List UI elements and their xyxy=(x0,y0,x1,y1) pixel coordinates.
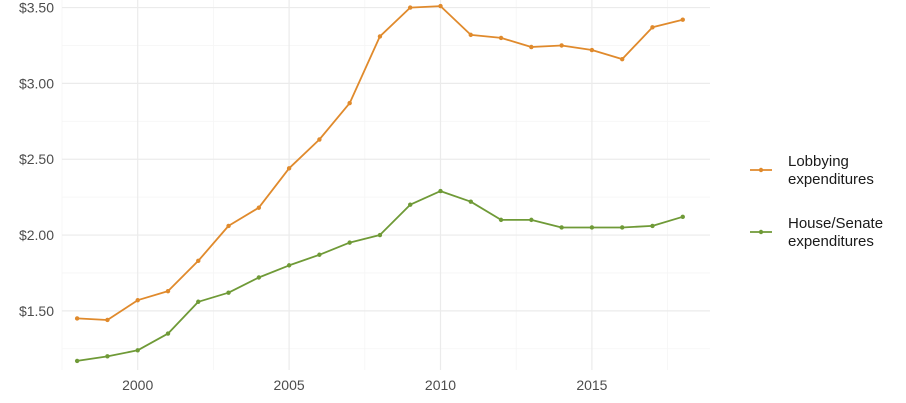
x-axis: 2000 2005 2010 2015 xyxy=(122,377,608,393)
data-point xyxy=(559,43,564,48)
data-point xyxy=(498,35,504,41)
legend-label: Lobbying xyxy=(788,153,849,170)
data-point xyxy=(347,100,352,106)
y-tick-label: $3.00 xyxy=(19,75,54,91)
data-point xyxy=(105,317,110,323)
legend-label: expenditures xyxy=(788,233,874,250)
data-point xyxy=(196,299,201,304)
data-point xyxy=(589,47,595,53)
data-point xyxy=(165,331,171,336)
data-point xyxy=(286,263,292,268)
data-point xyxy=(498,217,504,223)
data-point xyxy=(680,17,685,22)
data-point xyxy=(619,225,625,230)
data-point xyxy=(286,166,292,171)
y-tick-label: $1.50 xyxy=(19,303,54,319)
data-point xyxy=(226,223,231,229)
series-lobbying xyxy=(74,3,685,323)
data-point xyxy=(317,252,322,257)
data-point xyxy=(74,358,80,364)
data-point xyxy=(468,32,473,38)
x-tick-label: 2000 xyxy=(122,377,153,393)
data-point xyxy=(256,205,262,210)
series-layer xyxy=(74,3,685,364)
x-tick-label: 2010 xyxy=(425,377,456,393)
data-point xyxy=(347,240,352,245)
x-tick-label: 2015 xyxy=(576,377,607,393)
y-axis: $1.50 $2.00 $2.50 $3.00 $3.50 xyxy=(19,0,54,319)
data-point xyxy=(165,288,171,294)
legend-label: House/Senate xyxy=(788,215,883,232)
data-point xyxy=(317,137,322,142)
grid xyxy=(61,0,710,370)
data-point xyxy=(196,258,201,264)
y-tick-label: $2.50 xyxy=(19,151,54,167)
data-point xyxy=(226,290,231,295)
data-point xyxy=(408,202,413,207)
data-point xyxy=(74,316,80,321)
data-point xyxy=(589,225,595,230)
data-point xyxy=(619,56,625,62)
legend-key-point xyxy=(758,229,764,235)
data-point xyxy=(468,199,473,204)
data-point xyxy=(256,275,262,280)
data-point xyxy=(135,298,140,303)
data-point xyxy=(135,348,140,353)
legend: LobbyingexpendituresHouse/Senateexpendit… xyxy=(750,153,883,250)
data-point xyxy=(650,25,655,30)
data-point xyxy=(408,5,413,10)
data-point xyxy=(680,214,685,220)
data-point xyxy=(377,34,383,39)
legend-key-point xyxy=(758,167,764,173)
series-house-senate xyxy=(74,188,685,364)
data-point xyxy=(438,3,443,9)
data-point xyxy=(650,223,655,229)
data-point xyxy=(529,44,534,50)
y-tick-label: $2.00 xyxy=(19,227,54,243)
data-point xyxy=(438,188,443,194)
x-tick-label: 2005 xyxy=(274,377,305,393)
data-point xyxy=(529,217,534,223)
y-tick-label: $3.50 xyxy=(19,0,54,16)
data-point xyxy=(559,225,564,230)
data-point xyxy=(105,354,110,359)
data-point xyxy=(377,232,383,238)
legend-label: expenditures xyxy=(788,171,874,188)
